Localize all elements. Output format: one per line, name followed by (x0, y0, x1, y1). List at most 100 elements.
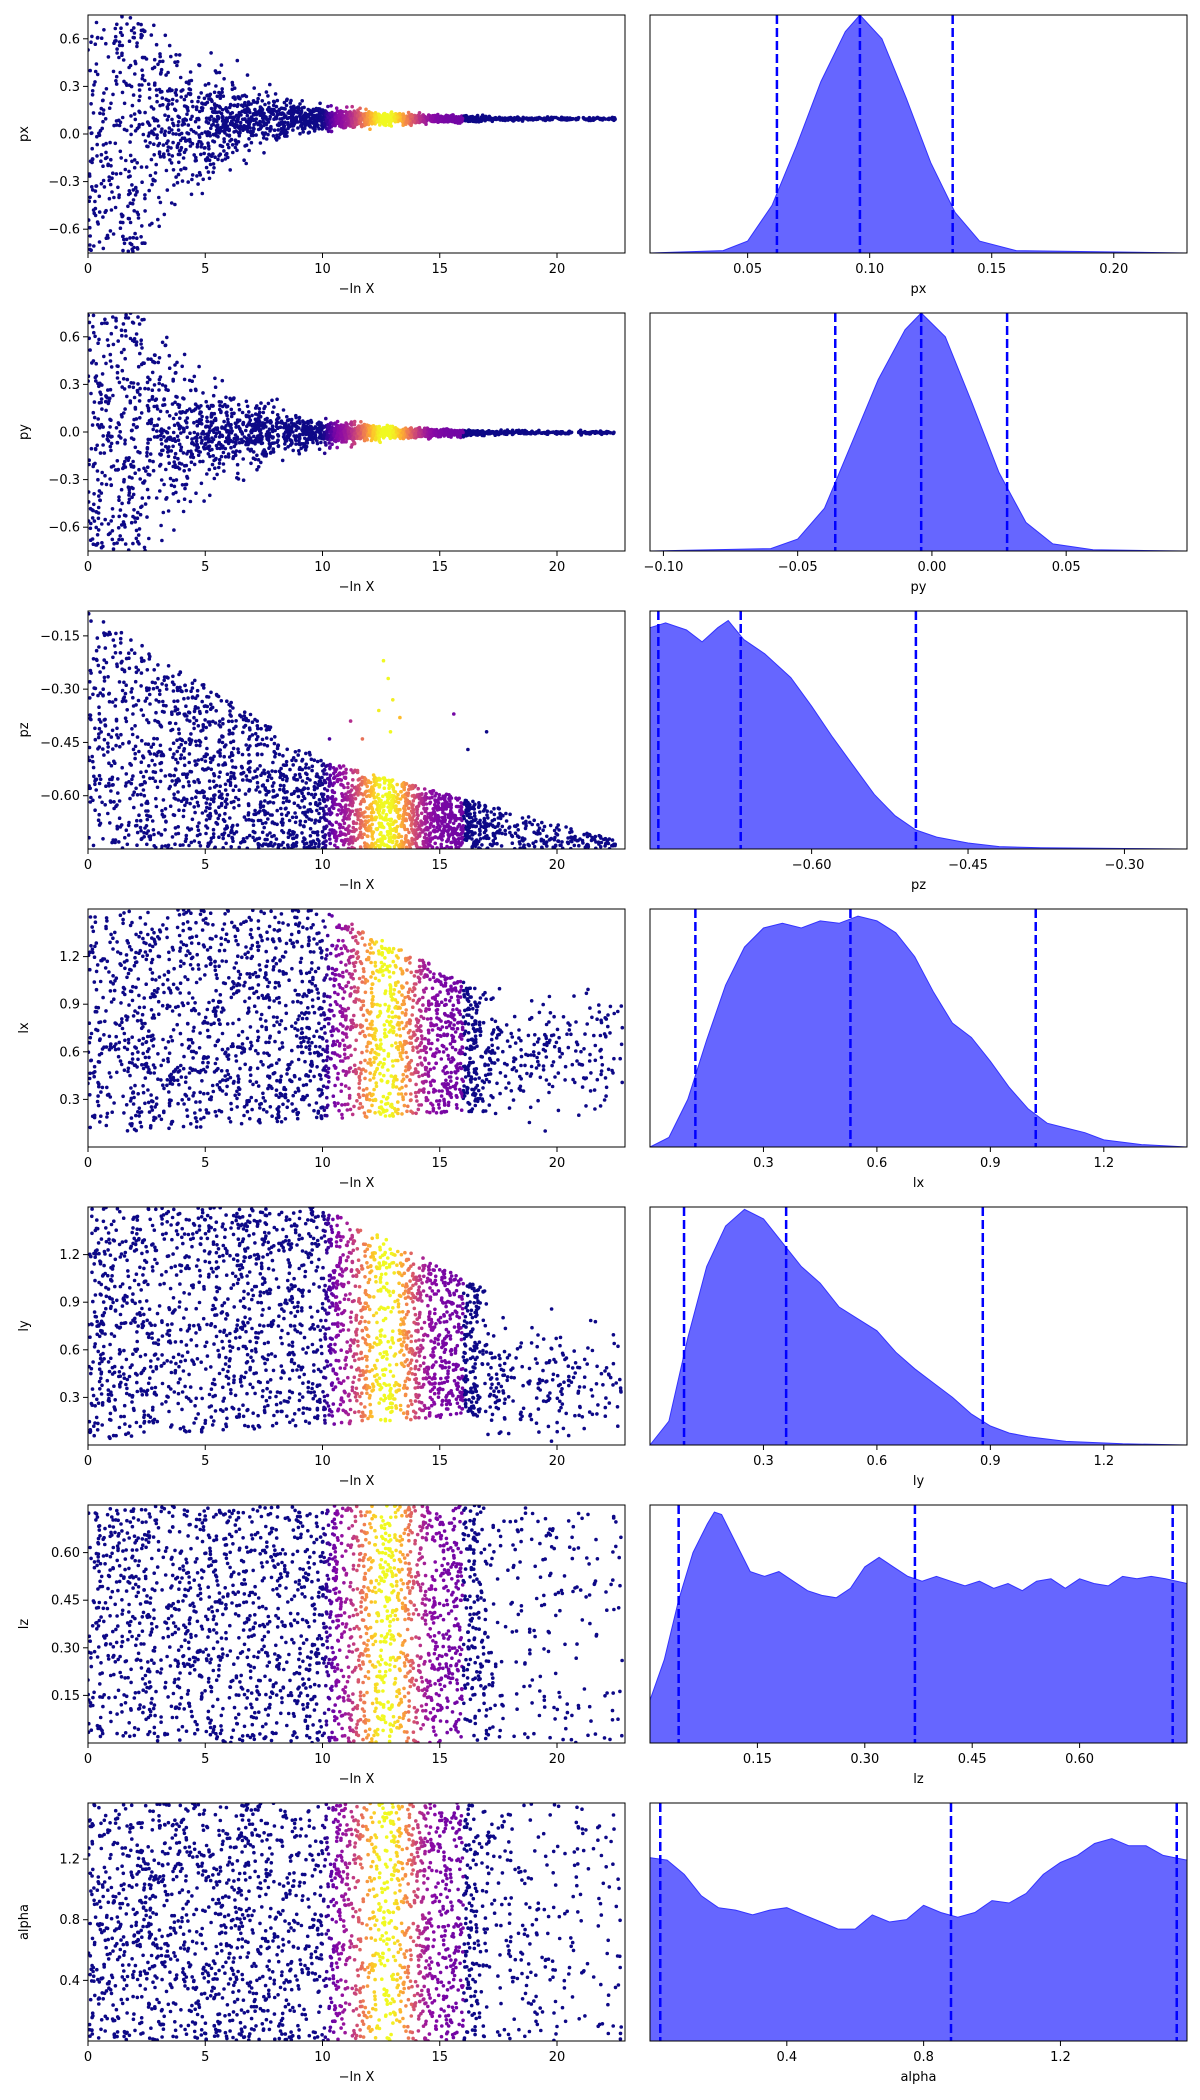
trace-sample-point (101, 119, 105, 124)
trace-sample-point (233, 122, 237, 127)
trace-sample-point (271, 103, 276, 108)
trace-sample-point (223, 157, 228, 161)
trace-sample-point (275, 440, 280, 445)
trace-sample-point (245, 424, 249, 429)
trace-sample-point (382, 111, 387, 116)
trace-sample-point (203, 436, 207, 440)
trace-sample-point (257, 112, 262, 116)
trace-sample-point (147, 96, 152, 100)
trace-sample-point (109, 365, 114, 369)
trace-sample-point (139, 165, 144, 169)
trace-px-ytick-label: 0.0 (59, 128, 80, 143)
trace-sample-point (96, 477, 100, 482)
trace-sample-point (311, 121, 315, 125)
trace-sample-point (160, 340, 165, 345)
trace-sample-point (349, 117, 354, 121)
trace-sample-point (275, 397, 279, 402)
trace-sample-point (183, 166, 188, 171)
trace-sample-point (203, 441, 208, 446)
trace-sample-point (116, 185, 120, 190)
trace-sample-point (244, 109, 248, 113)
trace-sample-point (249, 140, 254, 145)
trace-xlabel: −ln X (339, 282, 375, 297)
trace-sample-point (169, 161, 174, 165)
trace-sample-point (120, 368, 125, 373)
trace-sample-point (215, 472, 219, 477)
trace-sample-point (153, 171, 158, 175)
trace-sample-point (95, 533, 100, 537)
trace-sample-point (300, 106, 305, 110)
trace-sample-point (167, 130, 171, 135)
trace-sample-point (261, 410, 266, 415)
trace-sample-point (88, 500, 91, 504)
trace-sample-point (442, 120, 446, 124)
trace-sample-point (125, 394, 129, 399)
trace-sample-point (135, 388, 140, 393)
trace-sample-point (190, 441, 194, 446)
trace-sample-point (240, 440, 244, 445)
trace-sample-point (158, 375, 163, 379)
trace-sample-point (110, 190, 114, 194)
trace-sample-point (130, 428, 134, 433)
trace-sample-point (164, 467, 168, 472)
trace-sample-point (194, 439, 199, 444)
trace-sample-point (205, 424, 210, 429)
trace-sample-point (163, 343, 168, 348)
trace-sample-point (176, 172, 181, 177)
trace-sample-point (175, 99, 179, 103)
trace-sample-point (145, 454, 149, 458)
marginal-px-xtick-label: 0.10 (855, 262, 884, 277)
trace-sample-point (94, 379, 98, 383)
trace-sample-point (296, 105, 301, 109)
trace-sample-point (108, 140, 112, 145)
trace-sample-point (160, 96, 165, 100)
trace-sample-point (260, 107, 265, 112)
trace-sample-point (235, 58, 240, 63)
trace-sample-point (190, 379, 194, 384)
trace-sample-point (232, 444, 237, 449)
trace-sample-point (129, 520, 134, 525)
trace-sample-point (304, 120, 308, 124)
trace-sample-point (145, 447, 150, 451)
trace-sample-point (318, 101, 322, 106)
trace-sample-point (114, 316, 118, 321)
trace-sample-point (124, 313, 128, 317)
trace-sample-point (143, 386, 147, 391)
trace-sample-point (343, 121, 348, 126)
trace-sample-point (234, 129, 238, 133)
trace-sample-point (145, 515, 149, 519)
trace-sample-point (224, 395, 228, 400)
trace-sample-point (171, 168, 176, 172)
trace-sample-point (208, 454, 212, 459)
trace-sample-point (237, 407, 242, 412)
trace-sample-point (322, 451, 327, 456)
trace-sample-point (118, 149, 123, 154)
trace-sample-point (155, 133, 159, 137)
trace-sample-point (311, 126, 315, 130)
trace-sample-point (289, 98, 293, 103)
trace-sample-point (106, 401, 111, 406)
trace-sample-point (115, 51, 119, 55)
trace-sample-point (232, 103, 237, 108)
trace-sample-point (359, 117, 364, 121)
trace-sample-point (157, 141, 162, 146)
trace-sample-point (116, 339, 120, 343)
trace-sample-point (189, 192, 194, 197)
trace-sample-point (147, 536, 151, 541)
trace-sample-point (256, 127, 261, 132)
trace-sample-point (107, 175, 111, 179)
trace-sample-point (245, 113, 250, 118)
trace-sample-point (235, 119, 240, 124)
trace-sample-point (184, 482, 189, 487)
trace-sample-point (264, 137, 269, 141)
trace-sample-point (132, 112, 137, 116)
trace-sample-point (565, 116, 570, 120)
trace-sample-point (314, 430, 319, 434)
trace-sample-point (189, 460, 194, 465)
trace-sample-point (363, 122, 368, 126)
trace-sample-point (115, 22, 119, 27)
trace-sample-point (117, 495, 121, 499)
trace-sample-point (89, 446, 94, 451)
trace-sample-point (262, 406, 266, 411)
trace-sample-point (267, 427, 272, 432)
